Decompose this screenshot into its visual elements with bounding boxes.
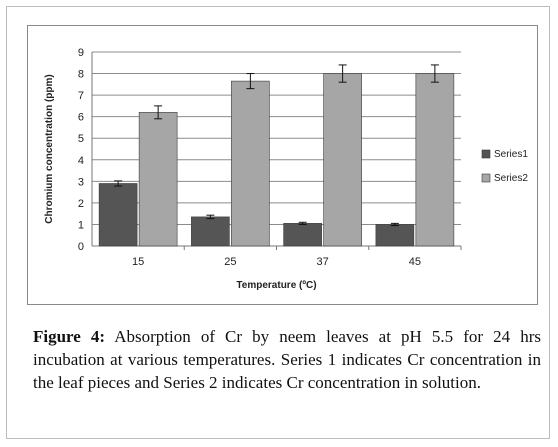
y-tick-label: 5 xyxy=(78,133,84,145)
bar-series1 xyxy=(191,216,230,247)
caption-text: Absorption of Cr by neem leaves at pH 5.… xyxy=(33,327,541,392)
figure-frame: 0 1 2 3 4 5 6 7 8 9 15 25 37 45 Temperature (ºC) Chromi… xyxy=(6,6,550,439)
bar-series2 xyxy=(231,80,270,247)
legend-swatch xyxy=(481,149,491,159)
y-tick-label: 4 xyxy=(78,155,84,167)
bar-series1 xyxy=(98,183,138,247)
y-tick-label: 0 xyxy=(78,241,84,253)
bar-series1 xyxy=(283,223,322,247)
legend-swatch xyxy=(481,173,491,183)
y-tick-label: 6 xyxy=(78,112,84,124)
bar-series2 xyxy=(415,73,455,247)
legend-label: Series1 xyxy=(494,149,528,160)
caption-label: Figure 4: xyxy=(33,327,106,346)
y-axis-title: Chromium concentration (ppm) xyxy=(44,74,55,223)
bar-series2 xyxy=(323,73,362,247)
y-tick-label: 1 xyxy=(78,219,84,231)
legend-label: Series2 xyxy=(494,173,528,184)
x-tick-label: 45 xyxy=(409,256,421,268)
y-tick-label: 9 xyxy=(78,47,84,59)
chart-area: 0 1 2 3 4 5 6 7 8 9 15 25 37 45 Temperature (ºC) Chromi… xyxy=(27,25,538,305)
x-tick-label: 25 xyxy=(224,256,236,268)
y-tick-label: 7 xyxy=(78,90,84,102)
bar-series1 xyxy=(375,224,415,247)
y-tick-label: 3 xyxy=(78,176,84,188)
bar-series2 xyxy=(138,112,178,247)
y-tick-label: 2 xyxy=(78,198,84,210)
y-tick-label: 8 xyxy=(78,69,84,81)
x-axis-title: Temperature (ºC) xyxy=(236,280,316,291)
figure-caption: Figure 4: Absorption of Cr by neem leave… xyxy=(33,325,541,394)
x-tick-label: 15 xyxy=(132,256,144,268)
x-tick-label: 37 xyxy=(317,256,329,268)
